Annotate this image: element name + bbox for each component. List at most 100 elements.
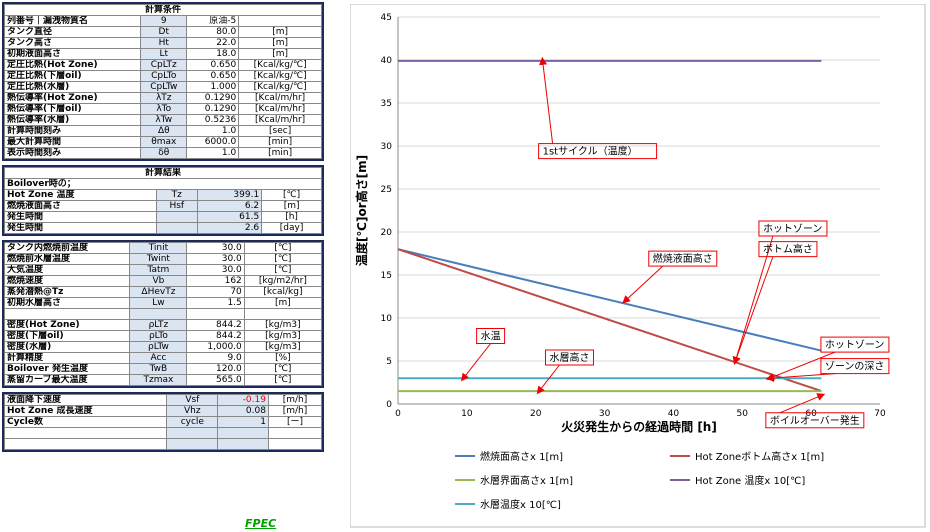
cell-sym: CpLTo xyxy=(140,70,188,82)
cell-val[interactable] xyxy=(186,308,245,320)
table-row: 大気温度 Tatm 30.0 [℃] xyxy=(3,264,323,276)
cell-sym: Acc xyxy=(129,352,188,364)
cell-val[interactable]: 120.0 xyxy=(186,363,245,375)
cell-val[interactable]: 6000.0 xyxy=(186,136,240,148)
cell-label xyxy=(3,438,168,450)
cell-sym: Lt xyxy=(140,48,188,60)
cell-unit: [m] xyxy=(238,26,322,38)
table-row: 燃焼速度 Vb 162 [kg/m2/hr] xyxy=(3,275,323,287)
table-row xyxy=(3,308,323,320)
cell-unit: [kcal/kg] xyxy=(243,286,323,298)
cell-val[interactable]: 18.0 xyxy=(186,48,240,60)
cell-label: 燃焼液面高さ xyxy=(4,200,157,212)
cell-val[interactable]: 1.5 xyxy=(186,297,245,309)
cell-sym: Ht xyxy=(140,37,188,49)
cell-val[interactable]: 30.0 xyxy=(186,264,245,276)
cell-sym xyxy=(155,211,198,223)
cell-label: 蒸発潜熱@Tz xyxy=(3,286,131,298)
cell-val[interactable]: 80.0 xyxy=(186,26,240,38)
cell-unit: [℃] xyxy=(243,264,323,276)
y-tick-label: 20 xyxy=(381,228,393,238)
table-row: 密度(Hot Zone) ρLTz 844.2 [kg/m3] xyxy=(3,319,323,331)
results-subheader: Boilover時の； xyxy=(4,178,322,190)
table-row: 定圧比熱(下層oil) CpLTo 0.650 [Kcal/kg/℃] xyxy=(3,70,322,82)
cell-val[interactable]: 6.2 xyxy=(196,200,263,212)
cell-val[interactable]: 162 xyxy=(186,275,245,287)
cell-val[interactable]: 1,000.0 xyxy=(186,341,245,353)
cell-val[interactable]: 61.5 xyxy=(196,211,263,223)
table-row: Hot Zone 成長速度 Vhz 0.08 [m/h] xyxy=(3,405,323,417)
cell-val[interactable]: 1 xyxy=(217,416,269,428)
cell-unit: [℃] xyxy=(243,363,323,375)
cell-label: 燃焼速度 xyxy=(3,275,131,287)
cell-unit: [h] xyxy=(261,211,322,223)
cell-val[interactable] xyxy=(217,427,269,439)
cell-label: 液面降下速度 xyxy=(3,394,168,406)
cell-unit: [m] xyxy=(261,200,322,212)
annotation-arrow xyxy=(765,373,835,382)
cell-unit: [sec] xyxy=(238,125,322,137)
cell-sym: Tz xyxy=(155,189,198,201)
annotation-arrow xyxy=(779,393,826,414)
cell-val[interactable]: 565.0 xyxy=(186,374,245,386)
legend-label: 水層温度x 10[℃] xyxy=(480,498,561,511)
fpec-logo: FPEC xyxy=(245,517,277,530)
cell-val[interactable]: 1.0 xyxy=(186,125,240,137)
cell-val[interactable]: -0.19 xyxy=(217,394,269,406)
cell-unit: [m] xyxy=(243,297,323,309)
cell-val[interactable]: 1.000 xyxy=(186,81,240,93)
y-tick-label: 15 xyxy=(381,271,392,281)
cell-val[interactable]: 0.650 xyxy=(186,59,240,71)
cell-val[interactable]: 0.08 xyxy=(217,405,269,417)
y-tick-label: 45 xyxy=(381,13,392,23)
speeds-block: 液面降下速度 Vsf -0.19 [m/h] Hot Zone 成長速度 Vhz 0.08[… xyxy=(2,392,324,452)
cell-sym: Twint xyxy=(129,253,188,265)
cell-val[interactable]: 844.2 xyxy=(186,330,245,342)
cell-label: Hot Zone 温度 xyxy=(4,189,157,201)
annotation-box xyxy=(820,336,890,353)
cell-val[interactable]: 1.0 xyxy=(186,147,240,159)
cell-val[interactable]: 22.0 xyxy=(186,37,240,49)
cell-sym xyxy=(166,427,219,439)
cell-label: 発生時間 xyxy=(4,222,157,234)
cell-val[interactable]: 399.1 xyxy=(196,189,263,201)
cell-val[interactable]: 0.650 xyxy=(186,70,240,82)
y-tick-label: 5 xyxy=(386,357,392,367)
cell-unit xyxy=(267,438,323,450)
y-tick-label: 10 xyxy=(381,314,393,324)
cell-label: Cycle数 xyxy=(3,416,168,428)
cell-unit: [%] xyxy=(243,352,323,364)
cell-sym: Tatm xyxy=(129,264,188,276)
cell-label: 熱伝導率(Hot Zone) xyxy=(3,92,142,104)
cell-val[interactable]: 9.0 xyxy=(186,352,245,364)
cell-label: 大気温度 xyxy=(3,264,131,276)
cell-unit: [℃] xyxy=(243,242,323,254)
cell-val[interactable]: 30.0 xyxy=(186,242,245,254)
cell-val[interactable]: 844.2 xyxy=(186,319,245,331)
annotation-label: 1stサイクル（温度） xyxy=(543,145,638,158)
x-tick-label: 20 xyxy=(530,409,542,419)
cell-val[interactable]: 0.1290 xyxy=(186,103,240,115)
cell-val[interactable]: 70 xyxy=(186,286,245,298)
cell-label: 初期液面高さ xyxy=(3,48,142,60)
table-row: 液面降下速度 Vsf -0.19 [m/h] xyxy=(3,394,323,406)
cell-val[interactable]: 原油-5 xyxy=(186,15,240,27)
cell-val[interactable] xyxy=(217,438,269,450)
table-row: 熱伝導率(下層oil) λTo 0.1290 [Kcal/m/hr] xyxy=(3,103,322,115)
cell-val[interactable]: 2.6 xyxy=(196,222,263,234)
cell-unit: [min] xyxy=(238,136,322,148)
cell-label: 計算時間刻み xyxy=(3,125,142,137)
conditions-block: 計算条件 列番号｜漏洩物質名 9 原油-5 タンク直径 Dt 80.0 [m] タンク高さ Ht… xyxy=(2,2,324,161)
annotation-arrow xyxy=(460,343,492,382)
cell-val[interactable]: 30.0 xyxy=(186,253,245,265)
table-row: 最大計算時間 θmax 6000.0 [min] xyxy=(3,136,322,148)
cell-label: タンク直径 xyxy=(3,26,142,38)
table-row: 列番号｜漏洩物質名 9 原油-5 xyxy=(3,15,322,27)
cell-label: 熱伝導率(水層) xyxy=(3,114,142,126)
annotation-arrow xyxy=(536,364,560,395)
x-tick-label: 10 xyxy=(461,409,473,419)
cell-val[interactable]: 0.5236 xyxy=(186,114,240,126)
x-tick-label: 50 xyxy=(737,409,749,419)
cell-val[interactable]: 0.1290 xyxy=(186,92,240,104)
cell-unit: [℃] xyxy=(261,189,322,201)
